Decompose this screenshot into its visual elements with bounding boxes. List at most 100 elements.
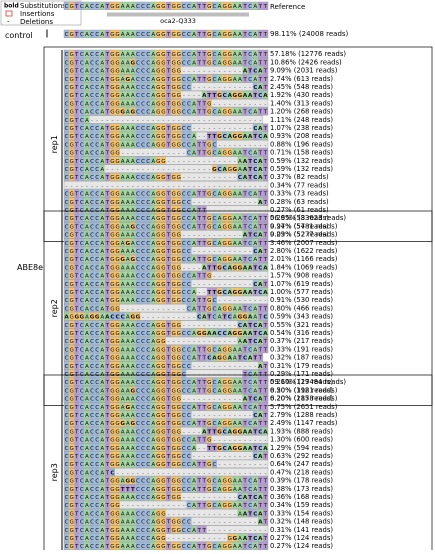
base-letter: G xyxy=(171,405,175,411)
base-letter: - xyxy=(219,454,221,460)
base-letter: - xyxy=(244,438,246,444)
base-letter: - xyxy=(239,85,241,91)
base-letter: G xyxy=(156,77,160,83)
base-letter: - xyxy=(127,167,129,173)
base-letter: C xyxy=(182,356,186,362)
base-letter: C xyxy=(65,93,69,99)
base-letter: G xyxy=(171,323,175,329)
base-letter: C xyxy=(182,60,186,66)
base-letter: - xyxy=(249,183,251,189)
base-letter: C xyxy=(182,298,186,304)
base-letter: G xyxy=(115,192,119,198)
allele-frequency: 0.88% (196 reads) xyxy=(270,140,333,148)
base-letter: - xyxy=(193,85,195,91)
base-letter: - xyxy=(117,118,119,124)
base-letter: A xyxy=(233,380,237,386)
base-letter: A xyxy=(238,167,242,173)
base-letter: C xyxy=(238,175,242,181)
base-letter: C xyxy=(187,126,191,132)
base-letter: A xyxy=(243,175,248,181)
base-letter: T xyxy=(263,413,268,419)
base-letter: A xyxy=(131,339,135,345)
base-letter: A xyxy=(121,93,125,99)
base-letter: A xyxy=(238,421,242,427)
base-letter: G xyxy=(222,224,226,230)
base-letter: G xyxy=(110,60,114,66)
base-letter: T xyxy=(242,347,247,353)
base-letter: T xyxy=(242,224,247,230)
base-letter: C xyxy=(182,257,186,263)
base-letter: T xyxy=(166,364,171,370)
base-letter: A xyxy=(126,323,130,329)
base-letter: C xyxy=(182,438,186,444)
base-letter: - xyxy=(249,282,251,288)
base-letter: T xyxy=(242,388,247,394)
base-letter: C xyxy=(248,388,252,394)
base-letter: C xyxy=(65,438,69,444)
base-letter: C xyxy=(182,405,186,411)
base-letter: T xyxy=(213,290,217,296)
base-letter: T xyxy=(248,339,252,345)
base-letter: C xyxy=(187,249,191,255)
base-letter: T xyxy=(166,388,171,394)
base-letter: A xyxy=(126,101,130,107)
base-letter: C xyxy=(136,32,140,38)
base-letter: G xyxy=(115,397,119,403)
base-letter: G xyxy=(217,429,222,435)
base-letter: C xyxy=(80,265,84,271)
base-letter: G xyxy=(161,323,165,329)
base-letter: - xyxy=(203,454,205,460)
replicate-label: rep3 xyxy=(50,463,59,481)
base-letter: - xyxy=(213,249,215,255)
base-letter: - xyxy=(147,183,149,189)
base-letter: - xyxy=(198,323,200,329)
base-letter: C xyxy=(90,60,94,66)
guide-label: oca2-Q333 xyxy=(160,17,196,25)
base-letter: T xyxy=(105,233,110,239)
base-letter: - xyxy=(142,470,144,476)
base-letter: - xyxy=(264,438,266,444)
base-letter: A xyxy=(131,380,135,386)
base-letter: C xyxy=(90,200,94,206)
base-letter: G xyxy=(110,282,114,288)
base-letter: C xyxy=(136,413,140,419)
base-letter: A xyxy=(126,462,130,468)
base-letter: C xyxy=(146,438,150,444)
base-letter: A xyxy=(100,4,104,10)
base-letter: T xyxy=(166,69,171,75)
base-letter: G xyxy=(156,249,160,255)
base-letter: C xyxy=(146,77,150,83)
base-letter: G xyxy=(115,77,119,83)
base-letter: G xyxy=(161,126,165,132)
base-letter: - xyxy=(193,249,195,255)
allele-frequency: 0.37% (217 reads) xyxy=(270,337,333,345)
base-letter: G xyxy=(115,290,119,296)
base-letter: C xyxy=(95,110,99,116)
base-letter: T xyxy=(105,446,110,452)
base-letter: G xyxy=(131,60,136,66)
base-letter: G xyxy=(171,134,175,140)
base-letter: C xyxy=(258,134,262,140)
base-letter: A xyxy=(151,265,155,271)
base-letter: T xyxy=(196,77,201,83)
base-letter: C xyxy=(141,388,145,394)
base-letter: T xyxy=(263,192,268,198)
base-letter: T xyxy=(166,52,171,58)
base-letter: A xyxy=(258,200,263,206)
base-letter: C xyxy=(90,257,94,263)
base-letter: G xyxy=(207,421,211,427)
base-letter: C xyxy=(187,421,191,427)
base-letter: T xyxy=(74,52,79,58)
base-letter: A xyxy=(218,421,222,427)
base-letter: A xyxy=(121,446,125,452)
base-letter: C xyxy=(90,364,94,370)
base-letter: C xyxy=(212,52,216,58)
allele-frequency: 2.45% (548 reads) xyxy=(270,83,333,91)
base-letter: T xyxy=(253,356,257,362)
base-letter: - xyxy=(244,183,246,189)
base-letter: G xyxy=(156,331,160,337)
base-letter: C xyxy=(65,446,69,452)
base-letter: G xyxy=(156,282,160,288)
base-letter: G xyxy=(171,331,175,337)
